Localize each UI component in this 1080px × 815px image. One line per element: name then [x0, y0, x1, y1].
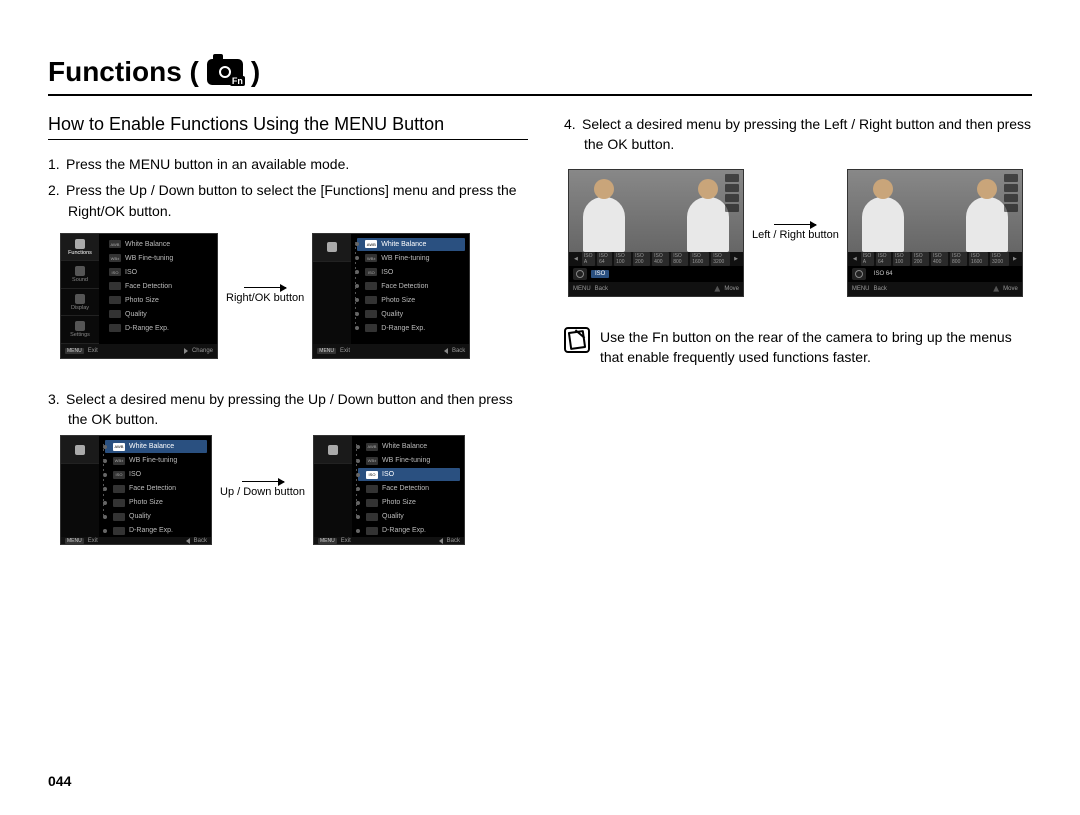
iso-chip: ISO 1600	[690, 252, 709, 266]
menu-screen-1: Functions Sound Display Settings AWBWhit…	[60, 233, 218, 359]
menu-item: ISOISO	[357, 266, 465, 279]
iso-strip-2: ◀ISO AISO 64ISO 100ISO 200ISO 400ISO 800…	[848, 252, 1022, 266]
page-number: 044	[48, 773, 71, 789]
iso-chip: ISO 64	[597, 252, 612, 266]
photo-screen-1: ◀ISO AISO 64ISO 100ISO 200ISO 400ISO 800…	[568, 169, 744, 297]
menu-list-dotted-sel0: AWBWhite BalanceWB±WB Fine-tuningISOISOF…	[351, 234, 469, 344]
step-1: 1.Press the MENU button in an available …	[48, 154, 528, 174]
arrow-icon	[244, 287, 286, 288]
iso-chip: ISO 200	[912, 252, 929, 266]
camera-icon	[852, 268, 866, 280]
menu-item: Quality	[358, 510, 460, 523]
menu-item: Face Detection	[357, 280, 465, 293]
menu-item: Quality	[105, 308, 213, 321]
menu-item: ISOISO	[358, 468, 460, 481]
screen-footer: MENUExit Change	[61, 344, 217, 358]
menu-item: D-Range Exp.	[105, 322, 213, 335]
iso-chip: ISO 64	[876, 252, 891, 266]
arrow-icon	[774, 224, 816, 225]
title-suffix: )	[251, 56, 260, 88]
title-prefix: Functions (	[48, 56, 199, 88]
sidebar-item-settings: Settings	[61, 316, 99, 344]
menu-item: Quality	[105, 510, 207, 523]
iso-chip: ISO 1600	[969, 252, 988, 266]
menu-item: Photo Size	[105, 496, 207, 509]
menu-item: Face Detection	[358, 482, 460, 495]
menu-item: Face Detection	[105, 280, 213, 293]
page-title: Functions ( Fn )	[48, 56, 1032, 96]
left-column: How to Enable Functions Using the MENU B…	[48, 114, 528, 575]
iso-chip: ISO 3200	[711, 252, 730, 266]
iso-chip: ISO 200	[633, 252, 650, 266]
sidebar-item-sound: Sound	[61, 261, 99, 289]
step4-screens: ◀ISO AISO 64ISO 100ISO 200ISO 400ISO 800…	[568, 169, 1032, 297]
arrow-left-right: Left / Right button	[752, 224, 839, 242]
menu-item: AWBWhite Balance	[105, 440, 207, 453]
photo-preview	[848, 170, 1022, 252]
menu-item: AWBWhite Balance	[105, 238, 213, 251]
iso-strip-1: ◀ISO AISO 64ISO 100ISO 200ISO 400ISO 800…	[569, 252, 743, 266]
camera-fn-icon: Fn	[207, 59, 243, 85]
menu-item: D-Range Exp.	[105, 524, 207, 537]
photo-preview	[569, 170, 743, 252]
menu-item: Face Detection	[105, 482, 207, 495]
menu-item: ISOISO	[105, 468, 207, 481]
fn-badge: Fn	[230, 76, 245, 86]
iso-chip: ISO 100	[614, 252, 631, 266]
iso-chip: ISO A	[582, 252, 595, 266]
iso-chip: ISO 400	[931, 252, 948, 266]
menu-item: D-Range Exp.	[358, 524, 460, 537]
menu-screen-4: AWBWhite BalanceWB±WB Fine-tuningISOISOF…	[313, 435, 465, 545]
menu-item: Photo Size	[358, 496, 460, 509]
iso-chip: ISO A	[861, 252, 874, 266]
iso-chip: ISO 800	[671, 252, 688, 266]
arrow-icon	[242, 481, 284, 482]
menu-item: WB±WB Fine-tuning	[105, 454, 207, 467]
arrow-right-ok: Right/OK button	[226, 287, 304, 305]
iso-selected-row: ISO	[569, 266, 743, 282]
menu-item: WB±WB Fine-tuning	[105, 252, 213, 265]
iso-chip: ISO 800	[950, 252, 967, 266]
menu-item: WB±WB Fine-tuning	[357, 252, 465, 265]
menu-list-dotted-sel0b: AWBWhite BalanceWB±WB Fine-tuningISOISOF…	[99, 436, 211, 537]
menu-screen-2: AWBWhite BalanceWB±WB Fine-tuningISOISOF…	[312, 233, 470, 359]
step-4: 4.Select a desired menu by pressing the …	[564, 114, 1032, 155]
menu-list: AWBWhite BalanceWB±WB Fine-tuningISOISOF…	[99, 234, 217, 344]
menu-item: AWBWhite Balance	[358, 440, 460, 453]
menu-item: Photo Size	[105, 294, 213, 307]
iso-chip: ISO 3200	[990, 252, 1009, 266]
iso-selected-row: ISO 64	[848, 266, 1022, 282]
menu-screen-3: AWBWhite BalanceWB±WB Fine-tuningISOISOF…	[60, 435, 212, 545]
step3-screens: AWBWhite BalanceWB±WB Fine-tuningISOISOF…	[60, 435, 528, 545]
note-text: Use the Fn button on the rear of the cam…	[600, 327, 1032, 368]
step2-screens: Functions Sound Display Settings AWBWhit…	[60, 233, 528, 359]
menu-list-dotted-sel2: AWBWhite BalanceWB±WB Fine-tuningISOISOF…	[352, 436, 464, 537]
iso-chip: ISO 100	[893, 252, 910, 266]
note: Use the Fn button on the rear of the cam…	[564, 327, 1032, 368]
menu-item: Photo Size	[357, 294, 465, 307]
iso-chip: ISO 400	[652, 252, 669, 266]
sidebar-item-functions: Functions	[61, 234, 99, 262]
note-icon	[564, 327, 590, 353]
menu-item: ISOISO	[105, 266, 213, 279]
menu-item: Quality	[357, 308, 465, 321]
right-column: 4.Select a desired menu by pressing the …	[564, 114, 1032, 575]
menu-item: WB±WB Fine-tuning	[358, 454, 460, 467]
camera-icon	[573, 268, 587, 280]
step-2: 2.Press the Up / Down button to select t…	[48, 180, 528, 221]
step-3: 3.Select a desired menu by pressing the …	[48, 389, 528, 430]
menu-item: AWBWhite Balance	[357, 238, 465, 251]
photo-screen-2: ◀ISO AISO 64ISO 100ISO 200ISO 400ISO 800…	[847, 169, 1023, 297]
arrow-up-down: Up / Down button	[220, 481, 305, 499]
subheading: How to Enable Functions Using the MENU B…	[48, 114, 528, 140]
sidebar-item-display: Display	[61, 289, 99, 317]
menu-item: D-Range Exp.	[357, 322, 465, 335]
